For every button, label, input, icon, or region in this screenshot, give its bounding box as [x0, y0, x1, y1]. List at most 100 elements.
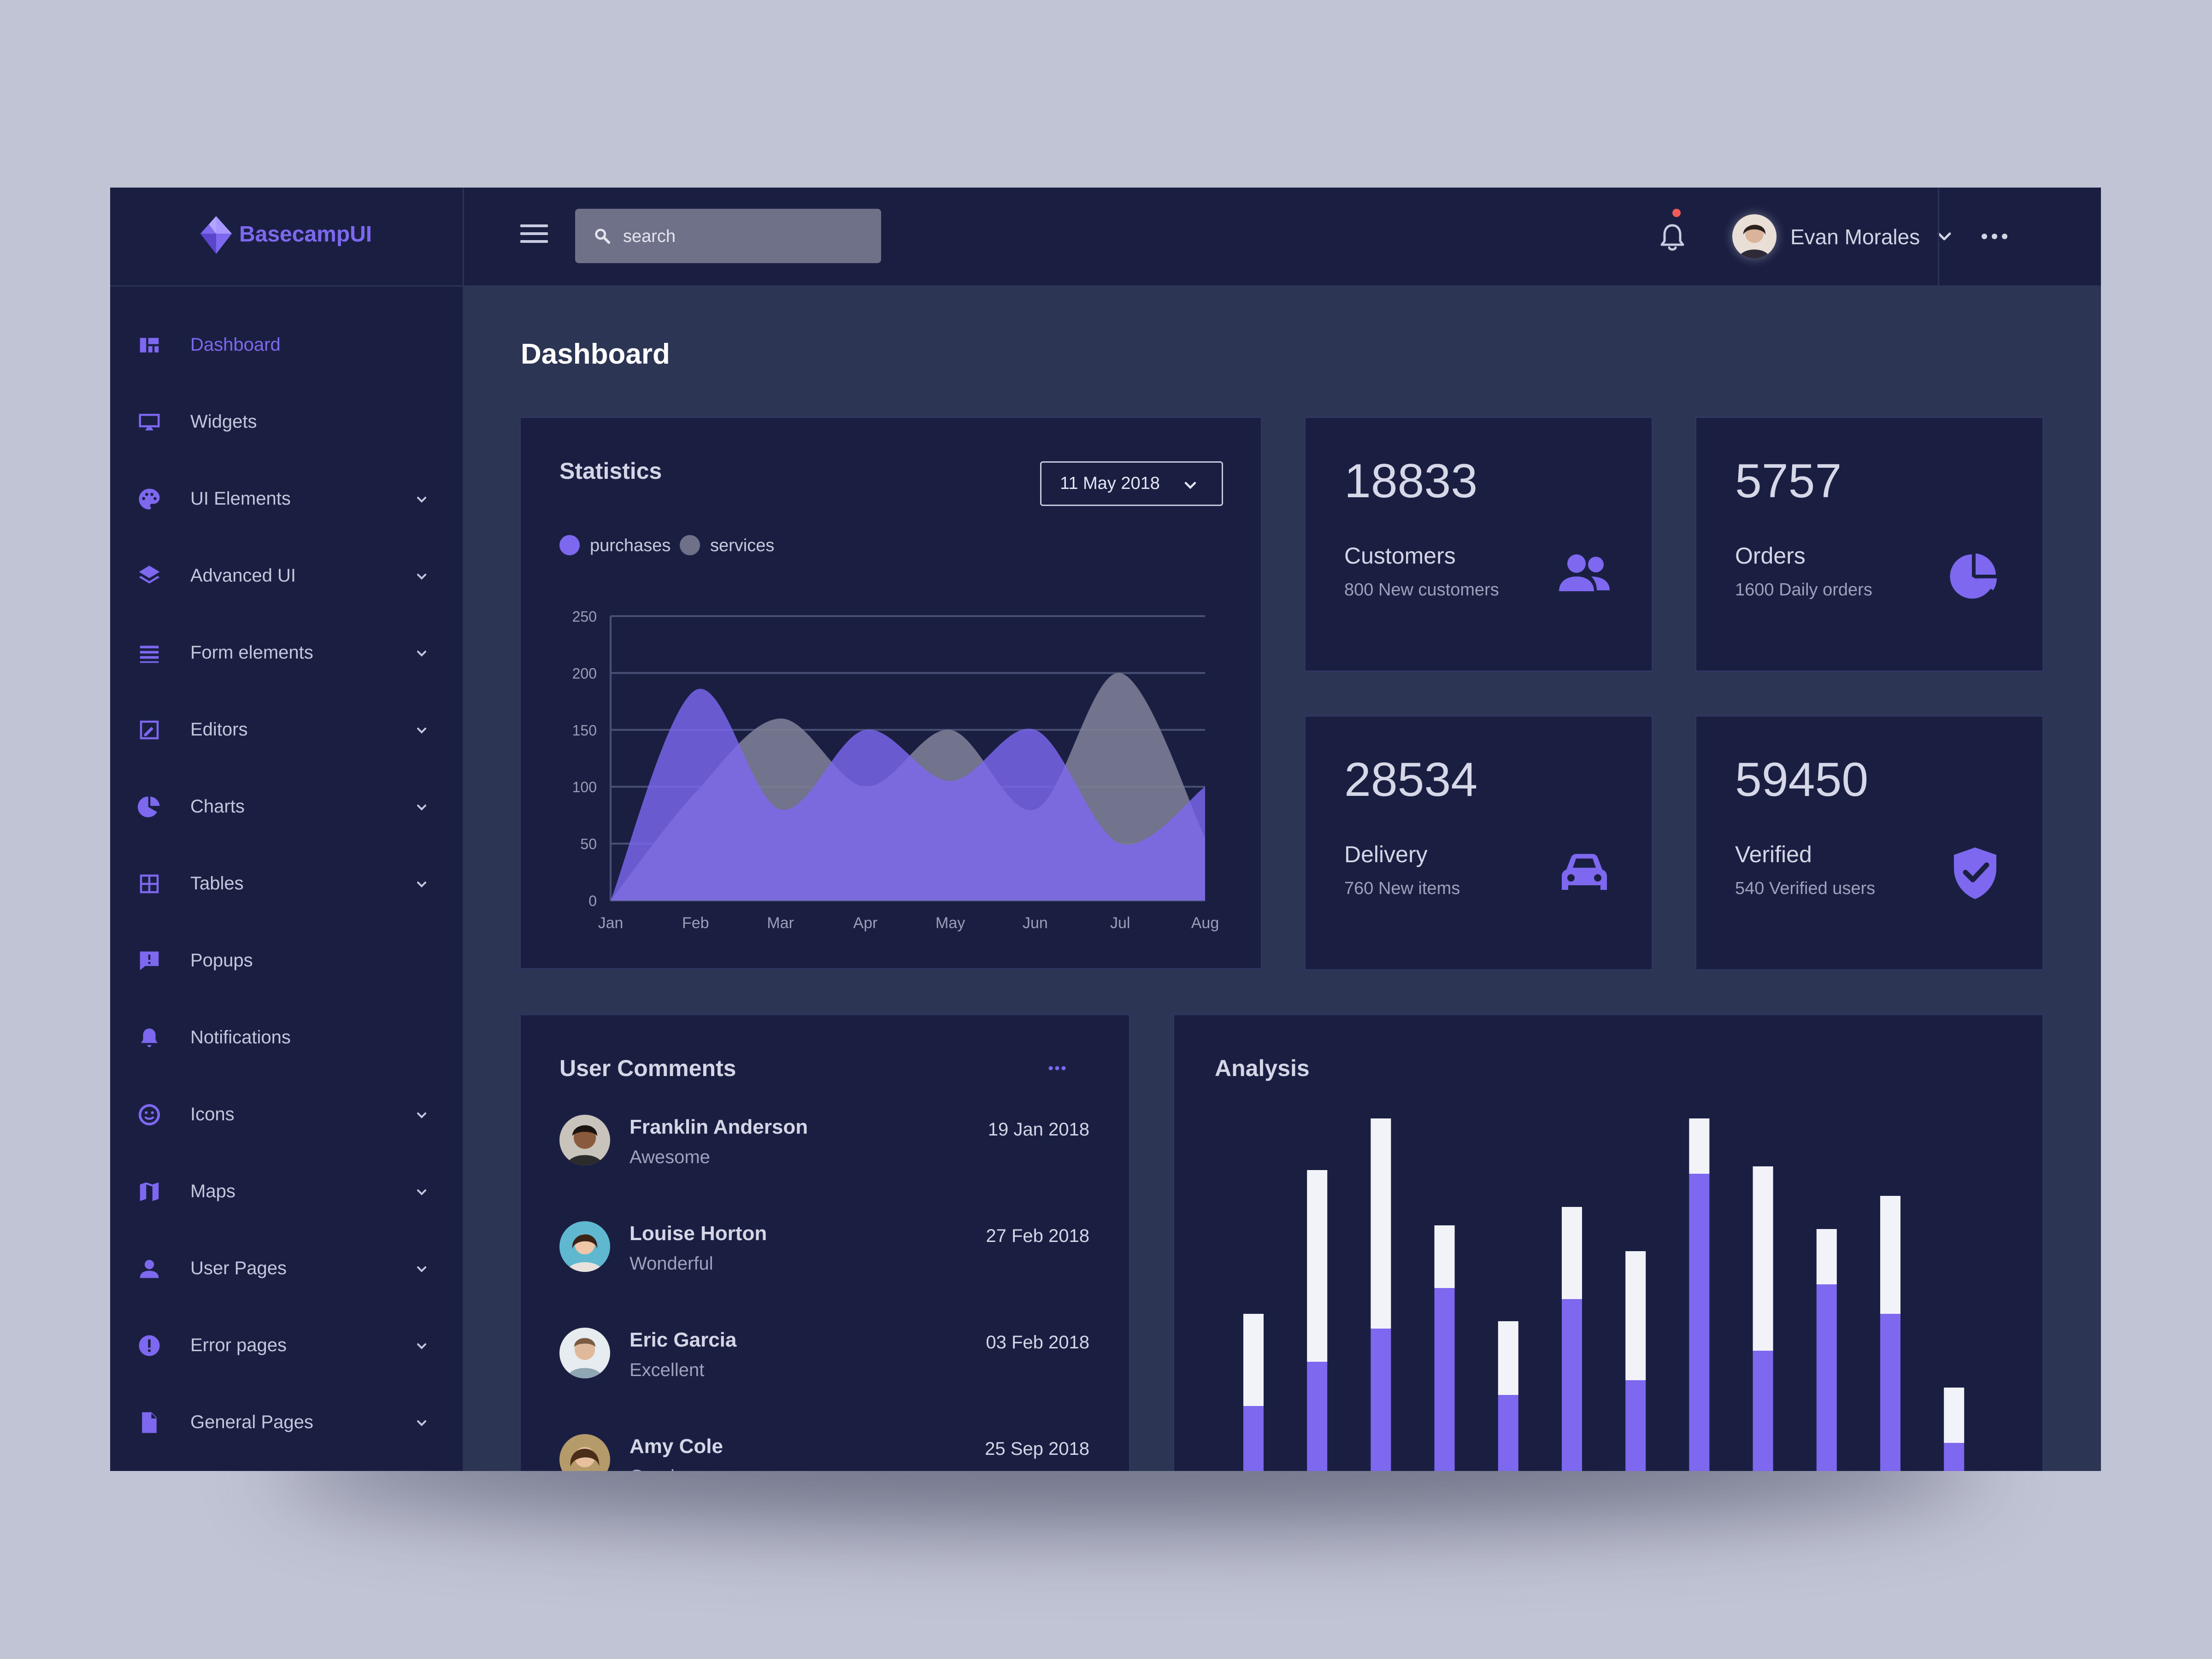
bar-segment-bottom: [1562, 1299, 1582, 1471]
menu-toggle-icon[interactable]: [520, 224, 548, 247]
user-menu[interactable]: Evan Morales: [1732, 214, 2055, 260]
shield-check-icon: [1954, 847, 1996, 899]
notification-bell-icon[interactable]: [1659, 221, 1686, 253]
more-horizontal-icon[interactable]: [1981, 232, 2008, 241]
comment-item[interactable]: Franklin Anderson Awesome 19 Jan 2018: [559, 1115, 1089, 1198]
sidebar-item-label: Notifications: [190, 1027, 291, 1047]
search-input[interactable]: [622, 220, 873, 253]
sidebar-item-popups[interactable]: Popups: [110, 930, 463, 990]
comment-item[interactable]: Louise Horton Wonderful 27 Feb 2018: [559, 1221, 1089, 1304]
bar-segment-top: [1689, 1118, 1710, 1174]
y-tick-label: 0: [588, 893, 597, 909]
chevron-down-icon: [417, 651, 426, 657]
date-dropdown[interactable]: 11 May 2018: [1040, 461, 1223, 506]
pie-chart-icon: [1950, 553, 1997, 599]
sidebar-item-tables[interactable]: Tables: [110, 853, 463, 913]
sidebar: Dashboard Widgets UI Elements Advanced U…: [110, 287, 464, 1471]
app-window: BasecampUI Evan Morales: [110, 188, 2101, 1471]
x-tick-label: Jul: [1110, 914, 1130, 932]
y-tick-label: 100: [572, 779, 597, 795]
bar-segment-top: [1434, 1225, 1455, 1288]
sidebar-item-charts[interactable]: Charts: [110, 776, 463, 836]
stat-label: Delivery: [1344, 841, 1428, 867]
statistics-card: Statistics 11 May 2018 purchases service…: [519, 417, 1262, 970]
sidebar-item-label: Charts: [190, 796, 245, 817]
sidebar-item-label: Error pages: [190, 1335, 287, 1355]
sidebar-item-maps[interactable]: Maps: [110, 1161, 463, 1221]
bar-segment-bottom: [1880, 1314, 1900, 1471]
sidebar-item-icons[interactable]: Icons: [110, 1084, 463, 1144]
users-icon: [1559, 554, 1610, 591]
avatar: [559, 1115, 610, 1165]
x-tick-label: Mar: [767, 914, 794, 932]
bar-segment-bottom: [1625, 1380, 1646, 1471]
message-alert-icon: [140, 951, 159, 971]
stat-label: Orders: [1735, 543, 1806, 569]
bar-segment-top: [1307, 1170, 1328, 1362]
bar-segment-bottom: [1816, 1284, 1837, 1471]
comment-author: Louise Horton: [629, 1222, 767, 1245]
comment-text: Excellent: [629, 1360, 705, 1380]
sidebar-item-label: Widgets: [190, 412, 257, 432]
comment-text: Good: [629, 1466, 675, 1471]
x-tick-label: Jan: [598, 914, 624, 932]
legend-dot: [680, 535, 700, 555]
more-horizontal-icon[interactable]: [1048, 1065, 1066, 1071]
comment-date: 03 Feb 2018: [986, 1332, 1089, 1353]
legend-label: purchases: [590, 536, 671, 555]
bar-segment-top: [1816, 1229, 1837, 1284]
sidebar-item-label: UI Elements: [190, 488, 291, 509]
error-icon: [139, 1335, 160, 1356]
comment-text: Awesome: [629, 1147, 710, 1167]
comment-item[interactable]: Amy Cole Good 25 Sep 2018: [559, 1434, 1089, 1471]
chevron-down-icon: [1184, 482, 1196, 489]
sidebar-item-dashboard[interactable]: Dashboard: [110, 314, 463, 374]
stat-sub: 1600 Daily orders: [1735, 580, 1872, 600]
y-tick-label: 250: [572, 608, 597, 625]
user-comments-card: User Comments Franklin Anderson Awesome …: [519, 1014, 1130, 1471]
sidebar-item-error-pages[interactable]: Error pages: [110, 1315, 463, 1375]
smiley-icon: [138, 1104, 160, 1126]
sidebar-item-label: User Pages: [190, 1258, 287, 1278]
stat-card-customers: 18833 Customers 800 New customers: [1304, 417, 1653, 672]
sidebar-item-label: Form elements: [190, 642, 313, 663]
sidebar-item-label: Tables: [190, 873, 244, 894]
list-icon: [140, 646, 159, 663]
avatar: [559, 1221, 610, 1272]
x-tick-label: Aug: [1191, 914, 1219, 932]
user-icon: [140, 1259, 159, 1278]
search-box[interactable]: [575, 209, 881, 263]
table-icon: [140, 874, 159, 894]
chevron-down-icon: [417, 1112, 426, 1118]
sidebar-item-widgets[interactable]: Widgets: [110, 391, 463, 451]
sidebar-item-form-elements[interactable]: Form elements: [110, 622, 463, 682]
x-tick-label: May: [935, 914, 965, 932]
stat-card-orders: 5757 Orders 1600 Daily orders: [1695, 417, 2044, 672]
chevron-down-icon: [417, 805, 426, 811]
bar-segment-top: [1371, 1118, 1391, 1329]
pie-chart-icon: [137, 796, 160, 818]
sidebar-item-ui-elements[interactable]: UI Elements: [110, 468, 463, 528]
comment-item[interactable]: Eric Garcia Excellent 03 Feb 2018: [559, 1328, 1089, 1411]
sidebar-item-user-pages[interactable]: User Pages: [110, 1238, 463, 1298]
sidebar-item-label: General Pages: [190, 1412, 313, 1432]
bell-icon: [141, 1028, 158, 1047]
comment-author: Amy Cole: [629, 1435, 723, 1458]
bar-segment-top: [1944, 1388, 1965, 1443]
header-more: [1938, 188, 2101, 285]
sidebar-item-advanced-ui[interactable]: Advanced UI: [110, 545, 463, 605]
analysis-card: Analysis: [1173, 1014, 2044, 1471]
card-title: User Comments: [559, 1055, 736, 1081]
stat-card-delivery: 28534 Delivery 760 New items: [1304, 715, 1653, 971]
bar-segment-bottom: [1753, 1351, 1773, 1471]
brand[interactable]: BasecampUI: [110, 188, 464, 285]
sidebar-item-notifications[interactable]: Notifications: [110, 1007, 463, 1067]
stat-value: 28534: [1344, 753, 1478, 806]
chevron-down-icon: [417, 728, 426, 734]
avatar: [559, 1328, 610, 1378]
chevron-down-icon: [417, 882, 426, 888]
bar-segment-bottom: [1371, 1329, 1391, 1471]
sidebar-item-editors[interactable]: Editors: [110, 699, 463, 759]
sidebar-item-general-pages[interactable]: General Pages: [110, 1392, 463, 1452]
sidebar-item-label: Maps: [190, 1181, 235, 1201]
